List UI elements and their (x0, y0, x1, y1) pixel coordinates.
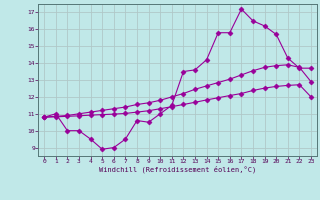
X-axis label: Windchill (Refroidissement éolien,°C): Windchill (Refroidissement éolien,°C) (99, 166, 256, 173)
